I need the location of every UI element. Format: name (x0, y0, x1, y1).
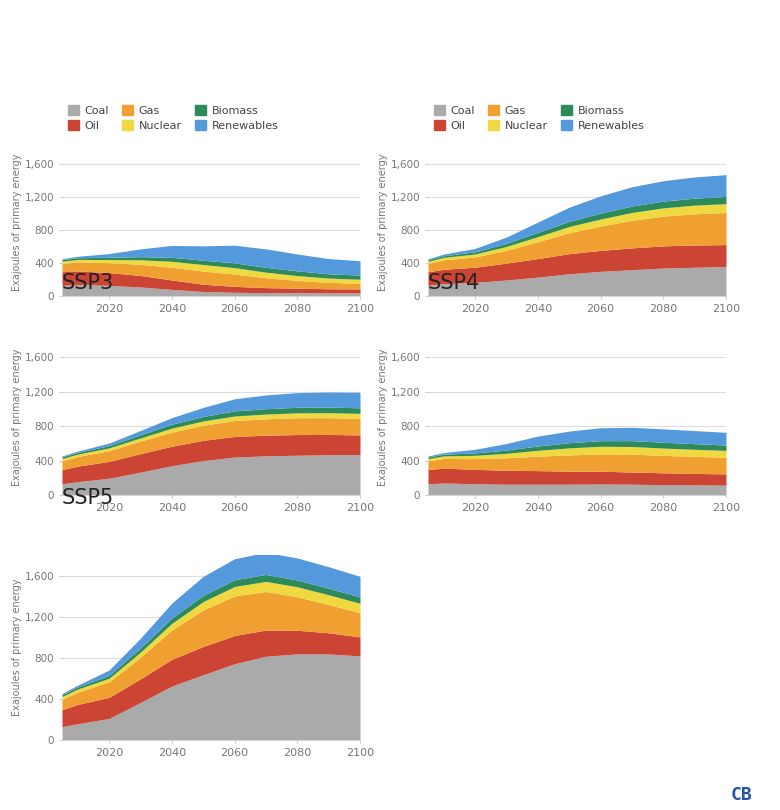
Legend: Coal, Oil, Gas, Nuclear, Biomass, Renewables: Coal, Oil, Gas, Nuclear, Biomass, Renewa… (68, 105, 278, 130)
Text: SSP5: SSP5 (62, 488, 114, 508)
Y-axis label: Exajoules of primary energy: Exajoules of primary energy (12, 579, 22, 716)
Y-axis label: Exajoules of primary energy: Exajoules of primary energy (378, 349, 388, 486)
Text: SSP3: SSP3 (62, 273, 114, 293)
Text: CB: CB (731, 786, 753, 804)
Y-axis label: Exajoules of primary energy: Exajoules of primary energy (12, 349, 22, 486)
Y-axis label: Exajoules of primary energy: Exajoules of primary energy (12, 153, 22, 291)
Text: SSP4: SSP4 (428, 273, 480, 293)
Legend: Coal, Oil, Gas, Nuclear, Biomass, Renewables: Coal, Oil, Gas, Nuclear, Biomass, Renewa… (434, 105, 645, 130)
Y-axis label: Exajoules of primary energy: Exajoules of primary energy (378, 153, 388, 291)
